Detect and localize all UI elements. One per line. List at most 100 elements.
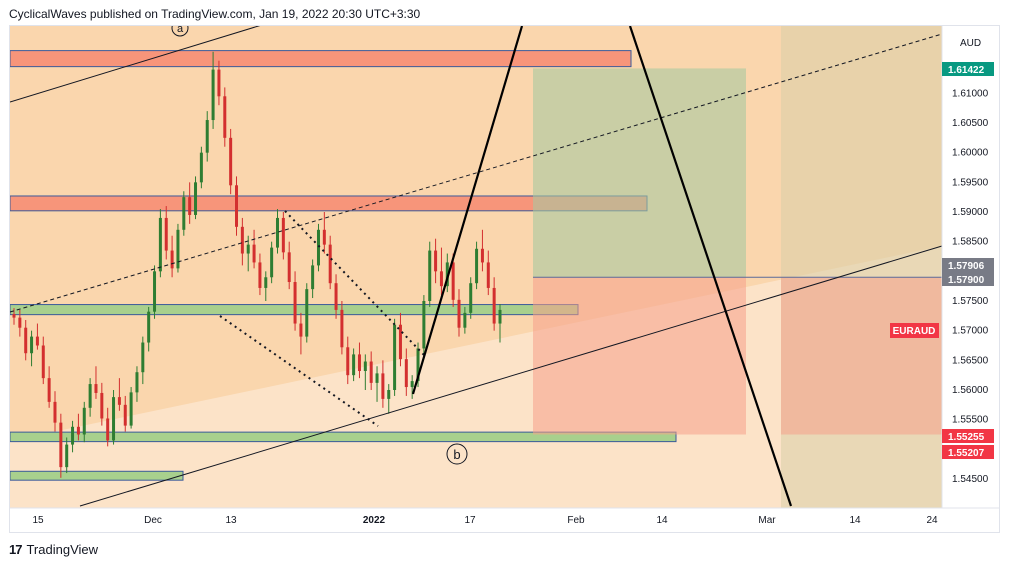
candle-body: [463, 312, 467, 328]
candle-body: [117, 397, 121, 405]
candle-body: [223, 96, 227, 138]
candle-body: [275, 217, 279, 248]
candle-body: [129, 392, 133, 426]
time-axis: 15 Dec 13 2022 17 Feb 14 Mar 14 24: [32, 515, 938, 526]
candle-body: [334, 283, 338, 310]
candle-body: [106, 418, 110, 441]
candle-body: [410, 381, 414, 388]
x-tick-label: 13: [225, 515, 237, 526]
wave-b-label: b: [446, 443, 468, 465]
candle-body: [363, 361, 367, 372]
candle-body: [258, 262, 262, 288]
price-tag-label: 1.61422: [948, 65, 985, 76]
y-tick-label: 1.61000: [952, 88, 989, 99]
candle-body: [240, 226, 244, 254]
footer: 17 TradingView: [9, 542, 98, 557]
x-tick-label: 15: [32, 515, 44, 526]
candle-body: [469, 283, 473, 313]
symbol-badge: EURAUD: [893, 326, 936, 337]
dashed-midline: [10, 33, 943, 313]
x-tick-label: Mar: [758, 515, 776, 526]
y-tick-label: 1.55500: [952, 415, 989, 426]
candle-body: [153, 271, 157, 312]
candle-body: [498, 309, 502, 324]
y-tick-label: 1.60500: [952, 118, 989, 129]
price-tag-label: 1.57900: [948, 275, 985, 286]
price-tag-label: 1.57906: [948, 261, 985, 272]
candle-body: [211, 69, 215, 121]
candle-body: [416, 348, 420, 382]
price-tag-label: 1.55207: [948, 448, 985, 459]
future-stop-zone: [781, 277, 942, 435]
candle-body: [340, 309, 344, 348]
candle-body: [404, 359, 408, 388]
candles-layer: [12, 51, 502, 478]
candle-body: [305, 289, 309, 337]
candle-body: [328, 244, 332, 284]
x-tick-label: 14: [849, 515, 861, 526]
candle-body: [293, 282, 297, 324]
candle-body: [71, 426, 75, 445]
zone-lower-support: [10, 431, 677, 443]
tradingview-logo-icon: 17: [9, 542, 23, 557]
candle-body: [24, 327, 28, 354]
x-tick-label: 24: [926, 515, 938, 526]
candle-body: [18, 317, 22, 328]
footer-brand: TradingView: [26, 542, 99, 557]
y-tick-label: 1.60000: [952, 148, 989, 159]
y-tick-label: 1.57000: [952, 326, 989, 337]
candle-body: [457, 299, 461, 328]
price-tag-bg: [942, 445, 994, 459]
x-tick-label: 2022: [363, 515, 386, 526]
price-tag-bg: [942, 272, 994, 286]
candle-body: [170, 250, 174, 269]
candle-body: [369, 361, 373, 383]
candle-body: [229, 137, 233, 186]
long-position-layer: [533, 68, 942, 435]
candle-body: [141, 342, 145, 373]
candle-body: [252, 244, 256, 263]
x-tick-label: 17: [464, 515, 476, 526]
candle-body: [264, 277, 268, 288]
candle-body: [475, 248, 479, 284]
position-stop-zone: [533, 277, 746, 435]
candle-body: [352, 354, 356, 376]
channel-upper-line: [10, 26, 261, 103]
y-tick-label: 1.54500: [952, 474, 989, 485]
bold-downtrend-line: [628, 26, 793, 507]
candle-body: [65, 444, 69, 468]
candle-body: [281, 217, 285, 253]
candle-body: [451, 262, 455, 300]
candle-body: [445, 262, 449, 287]
candle-body: [316, 229, 320, 266]
candle-body: [387, 390, 391, 399]
candle-body: [235, 185, 239, 227]
candle-body: [135, 372, 139, 393]
candle-body: [428, 250, 432, 301]
candle-body: [100, 392, 104, 419]
candle-body: [82, 407, 86, 435]
candle-body: [194, 182, 198, 215]
chart-area[interactable]: a b 1.61000 1.60500 1.60000 1.59500 1.59000 1…: [9, 25, 1000, 533]
candle-body: [381, 373, 385, 399]
candle-body: [480, 248, 484, 263]
symbol-badge-bg: [890, 323, 939, 338]
candle-body: [147, 311, 151, 343]
candle-body: [88, 384, 92, 408]
candle-body: [35, 336, 39, 346]
candle-body: [439, 271, 443, 287]
price-tag-bg: [942, 258, 994, 272]
x-tick-label: Dec: [144, 515, 162, 526]
candle-body: [30, 336, 34, 354]
candle-body: [322, 229, 326, 245]
candle-body: [393, 324, 397, 390]
candle-body: [12, 314, 16, 318]
candle-body: [299, 323, 303, 337]
y-tick-label: 1.58500: [952, 237, 989, 248]
candle-body: [398, 324, 402, 360]
y-tick-label: 1.56500: [952, 355, 989, 366]
y-tick-label: 1.57500: [952, 296, 989, 307]
zone-top-resistance: [10, 50, 632, 68]
price-chart[interactable]: a b 1.610001.605001.600001.595001.590001…: [10, 26, 1000, 533]
candle-body: [59, 422, 63, 468]
